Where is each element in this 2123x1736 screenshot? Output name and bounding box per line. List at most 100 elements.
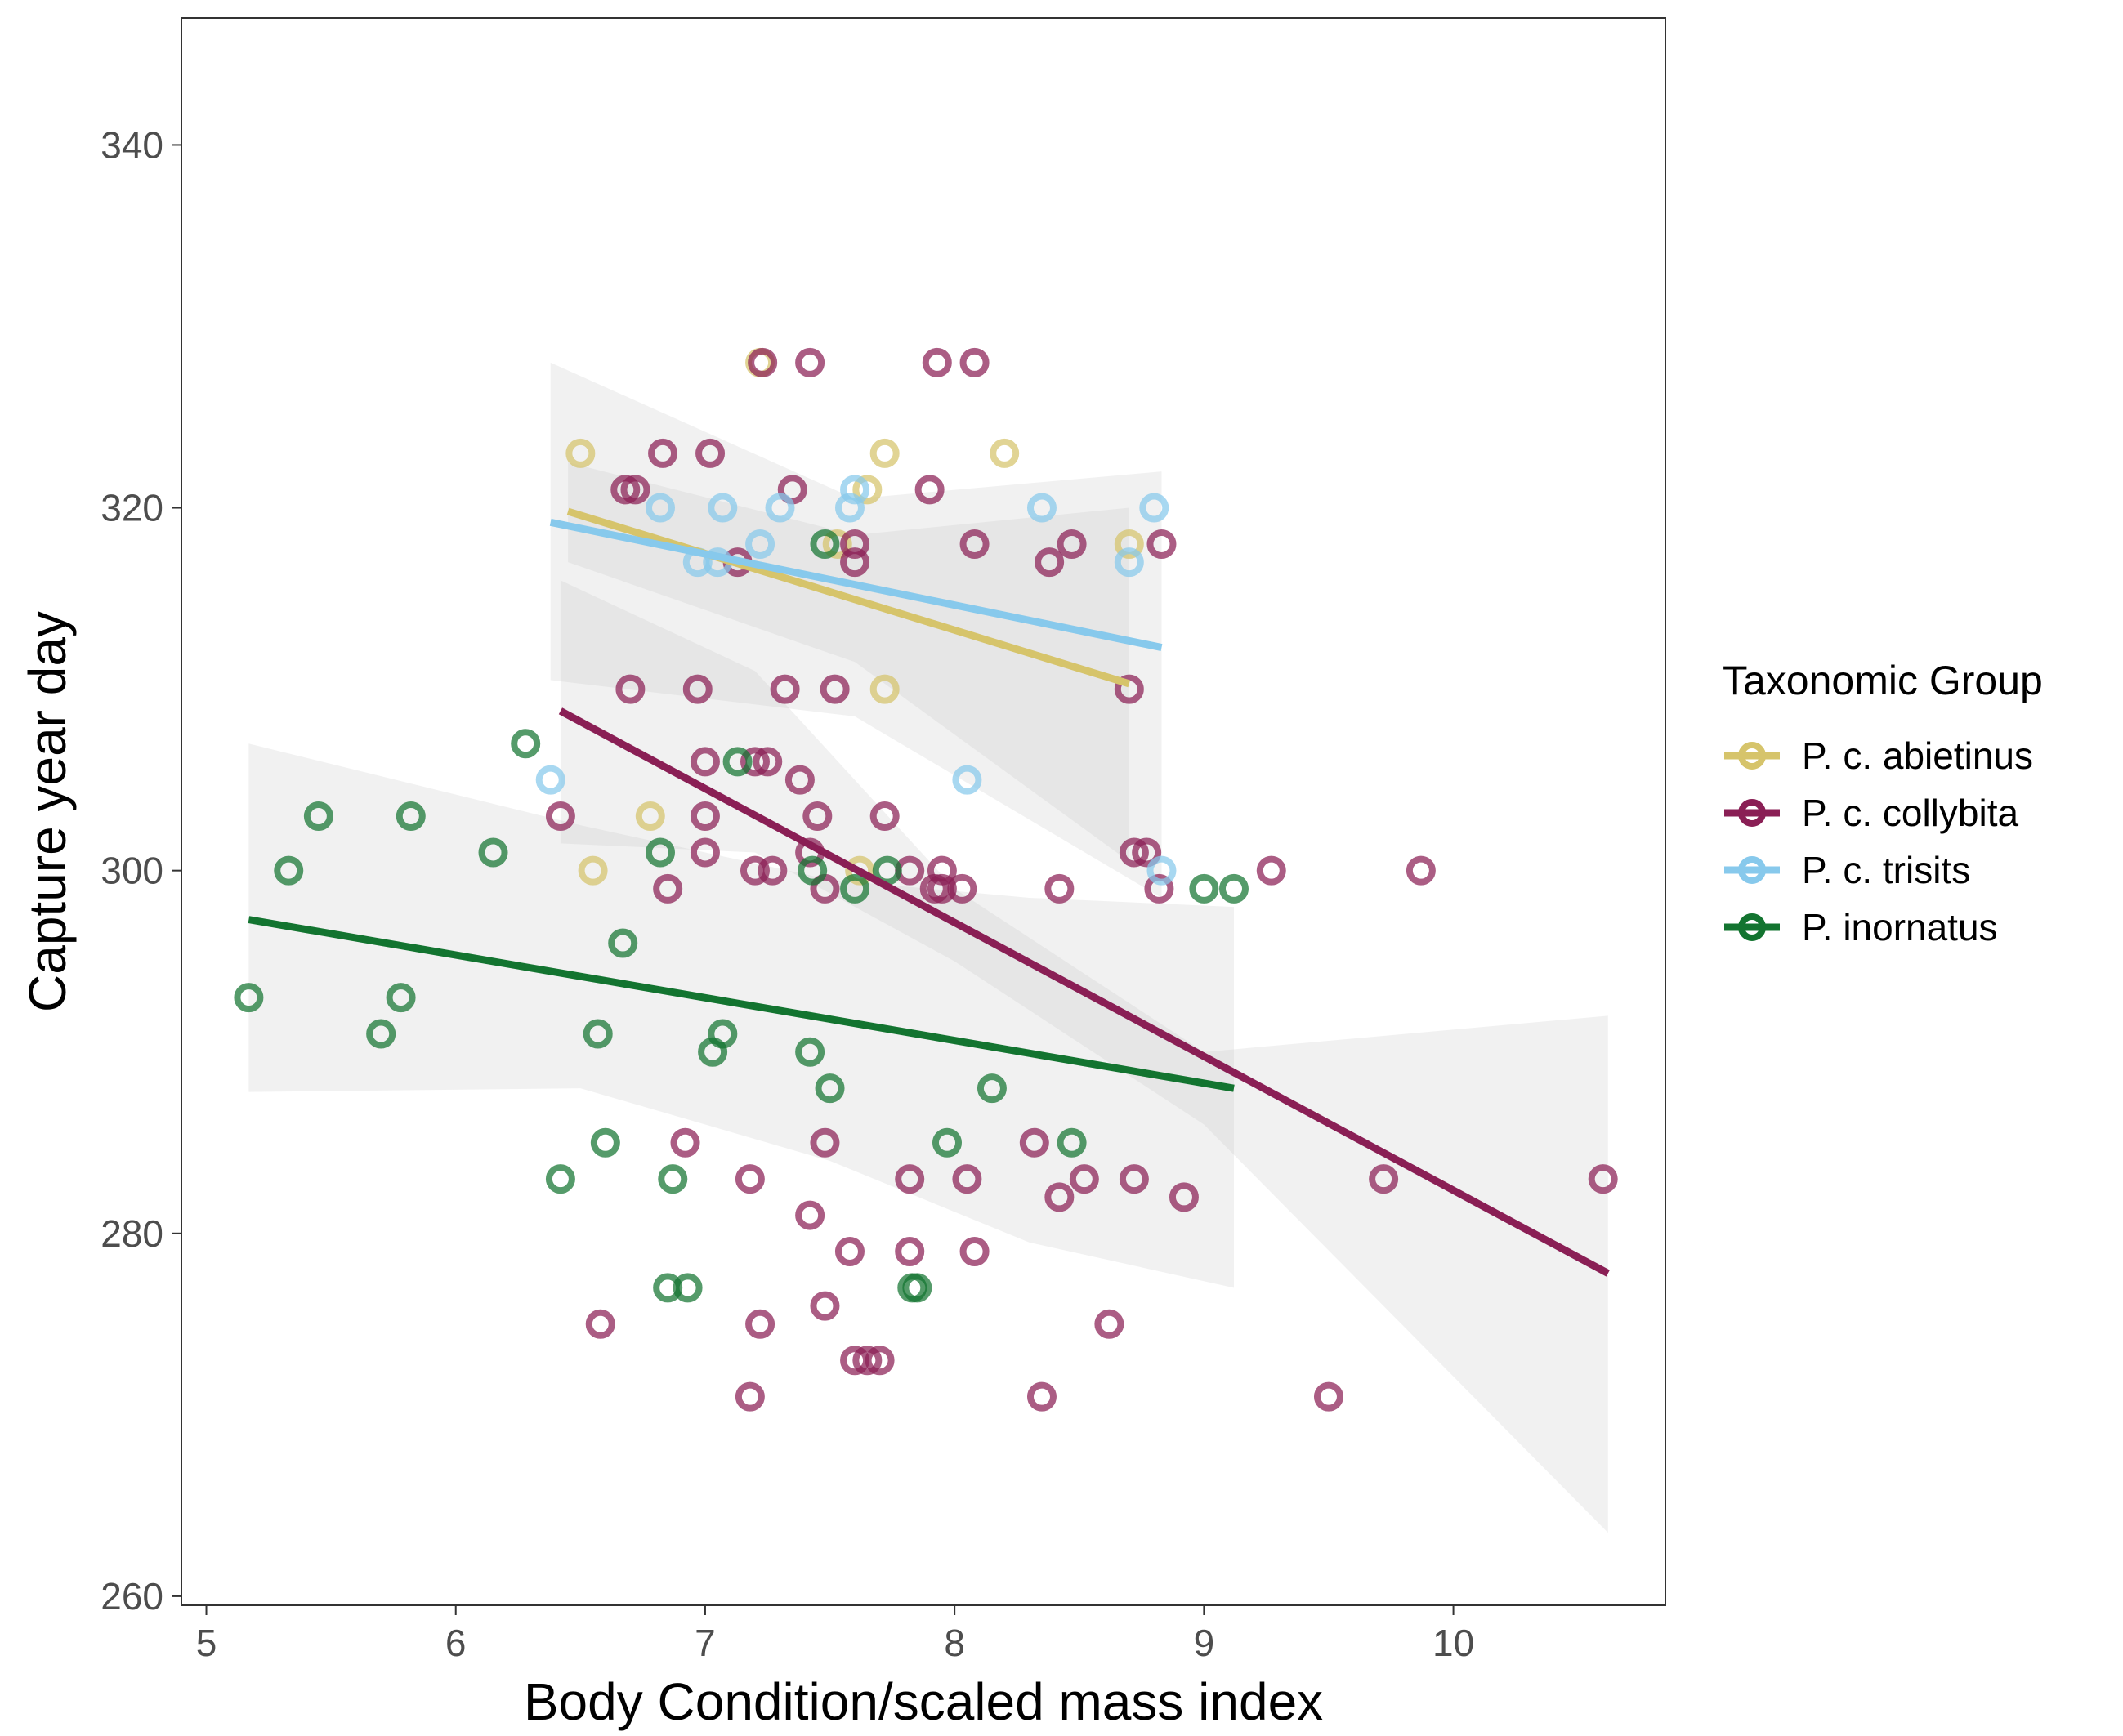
point-series-1-7: [690, 801, 720, 832]
point-series-1-14: [758, 855, 788, 886]
point-series-1-44: [922, 347, 952, 377]
point-series-1-39: [1146, 529, 1177, 559]
point-series-1-53: [895, 1236, 925, 1266]
point-series-1-70: [1026, 1381, 1057, 1412]
point-series-0-4: [822, 529, 852, 559]
point-series-1-32: [1035, 547, 1065, 578]
x-tick-label-4: 9: [1194, 1622, 1215, 1664]
point-series-1-28: [927, 855, 957, 886]
point-series-1-38: [1144, 873, 1174, 904]
trend-line-1: [558, 707, 1610, 1277]
point-series-1-8: [690, 837, 720, 868]
point-series-1-52: [895, 1164, 925, 1194]
point-series-1-41: [1406, 855, 1436, 886]
point-series-3-21: [810, 529, 840, 559]
point-series-3-4: [386, 983, 416, 1013]
point-series-1-24: [869, 801, 900, 832]
point-series-0-8: [869, 674, 900, 704]
point-series-1-36: [1119, 837, 1149, 868]
point-series-0-6: [852, 475, 883, 505]
point-series-2-5: [745, 529, 775, 559]
legend-key-point-0: [1738, 742, 1766, 770]
point-series-1-43: [795, 347, 825, 377]
panel-border: [181, 17, 1666, 1606]
x-tick-label-3: 8: [944, 1622, 965, 1664]
point-series-1-51: [834, 1236, 865, 1266]
legend-key-point-1: [1738, 799, 1766, 827]
point-series-1-65: [810, 1291, 840, 1321]
legend-label-3: P. inornatus: [1802, 906, 1998, 948]
point-series-1-57: [1044, 1182, 1075, 1212]
point-series-1-58: [1069, 1164, 1099, 1194]
confidence-band-3: [248, 743, 1234, 1288]
point-series-1-5: [682, 674, 713, 704]
x-tick-label-1: 6: [445, 1622, 467, 1664]
point-series-3-0: [234, 983, 264, 1013]
point-series-1-50: [810, 1127, 840, 1158]
point-series-1-37: [1132, 837, 1162, 868]
point-series-3-17: [708, 1019, 738, 1049]
point-series-3-10: [590, 1127, 620, 1158]
point-series-3-12: [646, 837, 676, 868]
point-series-3-29: [1057, 1127, 1087, 1158]
point-series-1-31: [959, 529, 990, 559]
x-tick-label-0: 5: [196, 1622, 217, 1664]
point-series-3-9: [583, 1019, 613, 1049]
confidence-band-1: [560, 580, 1608, 1533]
point-series-1-56: [1019, 1127, 1049, 1158]
point-series-1-69: [735, 1381, 765, 1412]
point-series-1-62: [1588, 1164, 1618, 1194]
point-series-1-45: [959, 347, 990, 377]
point-series-1-42: [748, 347, 778, 377]
legend-title: Taxonomic Group: [1723, 658, 2043, 703]
point-series-1-21: [820, 674, 850, 704]
y-tick-label-0: 260: [101, 1575, 163, 1618]
point-series-1-11: [740, 747, 770, 777]
point-series-1-68: [865, 1346, 895, 1376]
point-series-0-2: [635, 801, 665, 832]
point-series-3-14: [658, 1164, 688, 1194]
x-axis-title: Body Condition/scaled mass index: [524, 1672, 1323, 1731]
y-tick-label-3: 320: [101, 487, 163, 529]
point-series-1-61: [1369, 1164, 1399, 1194]
point-series-3-22: [815, 1073, 845, 1104]
legend-key-point-3: [1738, 913, 1766, 941]
legend-label-1: P. c. collybita: [1802, 792, 2018, 834]
point-series-1-23: [840, 547, 870, 578]
point-series-3-15: [673, 1273, 703, 1303]
point-series-1-1: [610, 475, 641, 505]
point-series-1-60: [1169, 1182, 1199, 1212]
point-series-2-10: [1026, 493, 1057, 523]
legend-key-point-2: [1738, 856, 1766, 884]
point-series-2-8: [840, 475, 870, 505]
point-series-2-1: [646, 493, 676, 523]
point-series-1-22: [840, 529, 870, 559]
point-series-1-71: [1313, 1381, 1343, 1412]
legend-label-0: P. c. abietinus: [1802, 734, 2033, 777]
trend-line-2: [549, 518, 1163, 651]
point-series-1-35: [1114, 674, 1144, 704]
point-series-3-24: [872, 855, 902, 886]
point-series-3-7: [511, 729, 541, 759]
x-tick-label-5: 10: [1432, 1622, 1474, 1664]
point-series-0-7: [869, 438, 900, 468]
point-series-1-34: [1057, 529, 1087, 559]
point-series-1-64: [745, 1309, 775, 1339]
point-series-2-9: [952, 765, 982, 795]
point-series-1-15: [770, 674, 800, 704]
point-series-1-2: [620, 475, 650, 505]
point-series-1-9: [695, 438, 726, 468]
point-series-1-55: [959, 1236, 990, 1266]
confidence-band-2: [550, 362, 1162, 898]
point-series-1-40: [1256, 855, 1286, 886]
data-points: [234, 347, 1618, 1412]
point-series-3-2: [303, 801, 333, 832]
point-series-1-26: [914, 475, 945, 505]
point-series-0-10: [1114, 529, 1144, 559]
point-series-1-46: [653, 873, 683, 904]
y-tick-label-4: 340: [101, 123, 163, 166]
legend: Taxonomic Group P. c. abietinus P. c. col…: [1723, 658, 2043, 948]
point-series-1-4: [615, 674, 646, 704]
point-series-2-0: [535, 765, 565, 795]
